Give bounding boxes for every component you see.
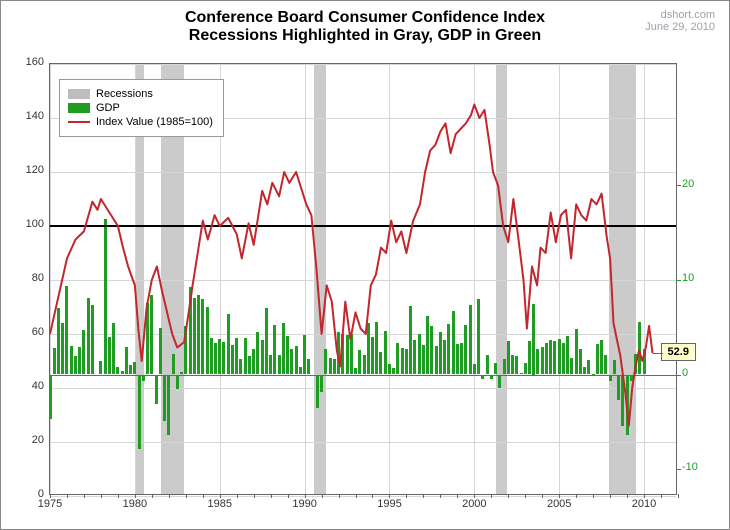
legend-item-recessions: Recessions [68, 88, 213, 100]
y-axis-left-tick: 120 [10, 164, 50, 176]
legend-label-gdp: GDP [96, 102, 120, 114]
legend: Recessions GDP Index Value (1985=100) [59, 79, 224, 137]
y-axis-left-tick: 160 [10, 56, 50, 68]
y-axis-left-tick: 100 [10, 218, 50, 230]
y-axis-left-tick: 20 [10, 434, 50, 446]
attribution: dshort.com June 29, 2010 [645, 9, 715, 33]
y-axis-left-tick: 40 [10, 380, 50, 392]
x-axis-minor-tick [678, 494, 679, 498]
y-axis-left-tick: 60 [10, 326, 50, 338]
chart-title-line1: Conference Board Consumer Confidence Ind… [1, 9, 729, 27]
last-value-label: 52.9 [661, 343, 696, 361]
attribution-site: dshort.com [645, 9, 715, 21]
y-axis-right-tick: 20 [676, 178, 716, 190]
y-axis-left-tick: 80 [10, 272, 50, 284]
y-axis-right-tick: -10 [676, 461, 716, 473]
chart-container: Conference Board Consumer Confidence Ind… [0, 0, 730, 530]
attribution-date: June 29, 2010 [645, 21, 715, 33]
legend-item-index: Index Value (1985=100) [68, 116, 213, 128]
legend-swatch-recessions [68, 89, 90, 99]
legend-swatch-index [68, 121, 90, 123]
legend-label-recessions: Recessions [96, 88, 153, 100]
y-axis-left-tick: 140 [10, 110, 50, 122]
legend-item-gdp: GDP [68, 102, 213, 114]
index-value-line [50, 105, 653, 426]
y-axis-right-tick: 10 [676, 272, 716, 284]
legend-label-index: Index Value (1985=100) [96, 116, 213, 128]
legend-swatch-gdp [68, 103, 90, 113]
y-axis-right-tick: 0 [676, 367, 716, 379]
last-value-connector [653, 353, 663, 354]
chart-title-block: Conference Board Consumer Confidence Ind… [1, 9, 729, 45]
chart-title-line2: Recessions Highlighted in Gray, GDP in G… [1, 27, 729, 45]
